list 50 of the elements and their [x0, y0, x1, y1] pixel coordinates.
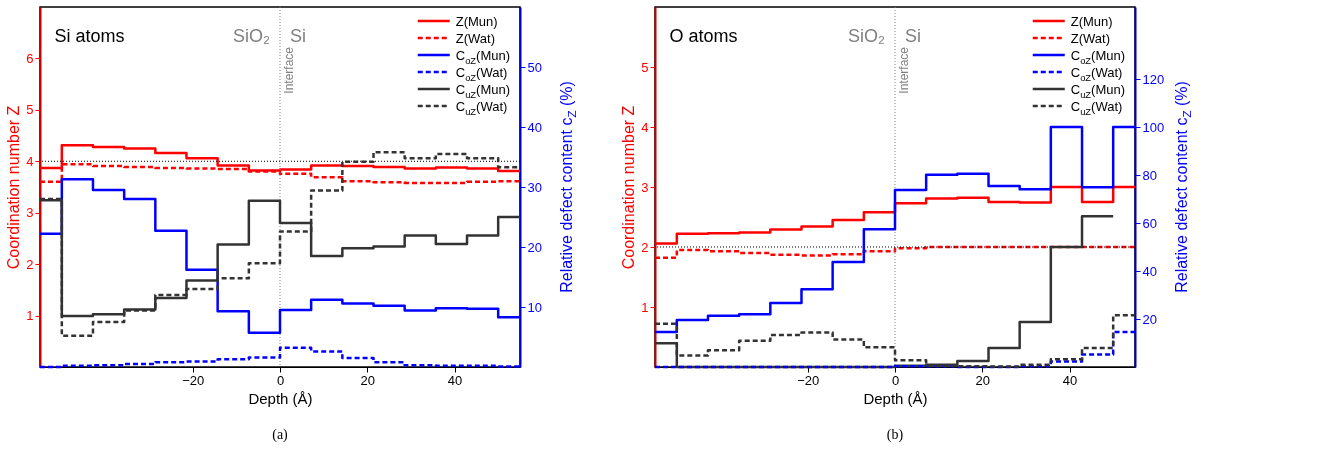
legend-label: Z(Mun)	[455, 14, 498, 29]
y2-tick-label: 20	[1142, 311, 1157, 327]
y-axis-title: Coordination number Z	[620, 105, 638, 270]
annotation: Si atoms	[54, 26, 125, 46]
annotation: Si	[290, 26, 307, 46]
x-axis-title: Depth (Å)	[863, 389, 928, 407]
y-tick-label: 2	[641, 239, 649, 255]
y-tick-label: 5	[641, 59, 649, 75]
y-tick-label: 1	[26, 308, 34, 324]
y2-tick-label: 60	[1142, 215, 1157, 231]
y2-tick-label: 80	[1142, 167, 1157, 183]
y2-tick-label: 120	[1142, 71, 1165, 87]
ref-line-label: Interface	[282, 46, 296, 94]
annotation: SiO₂	[848, 26, 886, 46]
text: (a)	[272, 427, 289, 443]
y2-tick-label: 20	[527, 239, 542, 255]
y2-tick-label: 40	[527, 119, 542, 135]
annotation: SiO₂	[233, 26, 271, 46]
x-axis-title: Depth (Å)	[248, 389, 313, 407]
y-axis-title: Coordination number Z	[5, 105, 23, 270]
y-tick-label: 6	[26, 50, 34, 66]
annotation: O atoms	[669, 26, 738, 46]
y-tick-label: 3	[26, 205, 34, 221]
annotation: Si	[905, 26, 922, 46]
y2-tick-label: 30	[527, 179, 542, 195]
y2-axis-title: Relative defect content cZ (%)	[1173, 81, 1194, 293]
y-tick-label: 1	[641, 299, 649, 315]
x-tick-label: 20	[360, 372, 376, 388]
y-tick-label: 4	[641, 119, 649, 135]
legend-label: Z(Wat)	[1070, 31, 1110, 46]
y2-axis-title: Relative defect content cZ (%)	[558, 81, 579, 293]
x-tick-label: 0	[276, 372, 285, 388]
ref-line-label: Interface	[897, 46, 911, 94]
y2-tick-label: 100	[1142, 119, 1165, 135]
x-tick-label: −20	[797, 372, 820, 388]
text: (b)	[886, 427, 904, 443]
x-tick-label: 20	[975, 372, 991, 388]
y-tick-label: 3	[641, 179, 649, 195]
x-tick-label: 0	[891, 372, 900, 388]
x-tick-label: 40	[1062, 372, 1078, 388]
y2-tick-label: 10	[527, 299, 542, 315]
y-tick-label: 4	[26, 153, 34, 169]
legend-label: Z(Wat)	[455, 31, 495, 46]
y-tick-label: 2	[26, 256, 34, 272]
x-tick-label: 40	[447, 372, 463, 388]
x-tick-label: −20	[182, 372, 205, 388]
y2-tick-label: 40	[1142, 263, 1157, 279]
y2-tick-label: 50	[527, 59, 542, 75]
legend-label: Z(Mun)	[1070, 14, 1113, 29]
y-tick-label: 5	[26, 102, 34, 118]
